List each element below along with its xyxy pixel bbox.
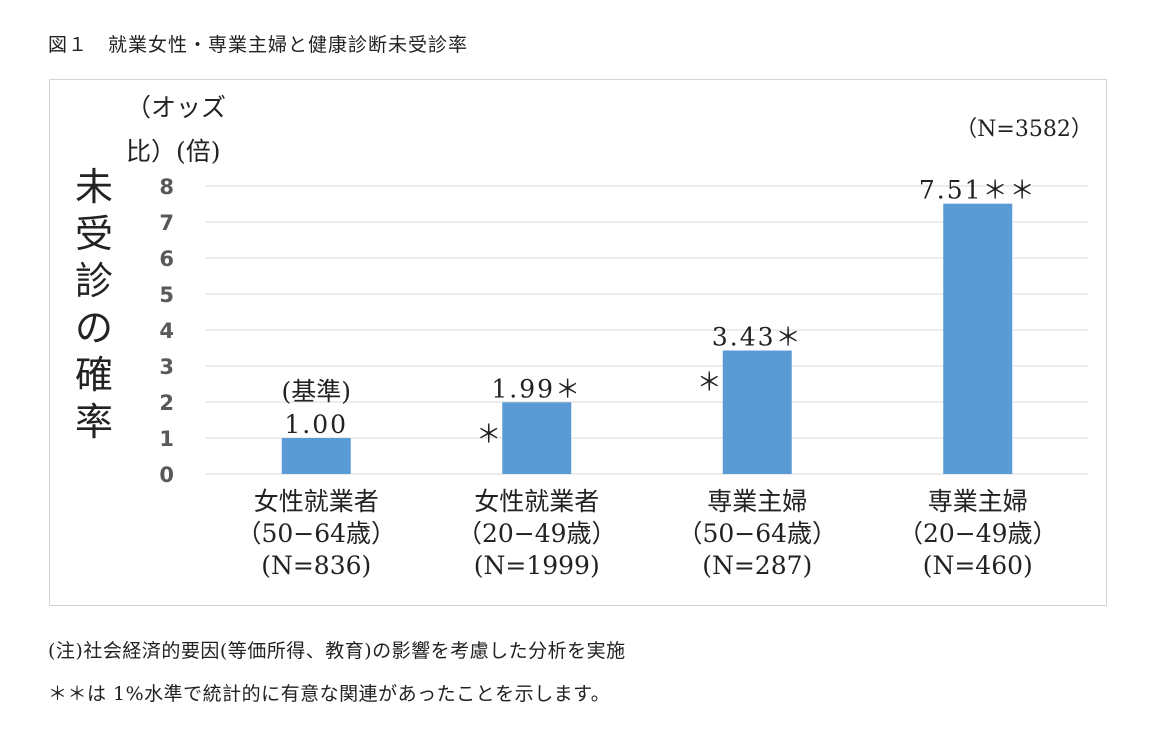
significance-annotation: ＊ (697, 368, 722, 397)
x-category-label: (N=287) (702, 551, 812, 580)
y-tick-label: 8 (159, 175, 174, 199)
data-label: 3.43＊ (712, 323, 803, 352)
bar (943, 203, 1013, 474)
y-tick-label: 5 (159, 283, 174, 307)
sample-size-label: （N=3582） (955, 117, 1093, 142)
data-label: 1.00 (284, 410, 348, 439)
bar (281, 438, 351, 474)
x-category-label: （50−64歳） (236, 519, 396, 548)
y-tick-label: 7 (159, 211, 174, 235)
y-tick-label: 3 (159, 355, 174, 379)
unit-label-line2: 比）(倍) (126, 137, 221, 166)
x-category-label: 女性就業者 (254, 487, 379, 516)
footnote-method: (注)社会経済的要因(等価所得、教育)の影響を考慮した分析を実施 (48, 640, 626, 662)
footnote-significance: ＊＊は 1%水準で統計的に有意な関連があったことを示します。 (48, 683, 611, 705)
y-tick-label: 0 (159, 463, 174, 487)
x-category-label: （20−49歳） (898, 519, 1058, 548)
y-tick-label: 6 (159, 247, 174, 271)
x-category-label: (N=460) (923, 551, 1033, 580)
y-axis-title-char: 診 (75, 259, 113, 303)
x-category-label: 女性就業者 (474, 487, 599, 516)
y-axis-title-char: 確 (75, 353, 113, 397)
baseline-annotation: (基準) (281, 377, 351, 406)
unit-label-line1: （オッズ (126, 93, 226, 122)
y-tick-label: 2 (159, 391, 174, 415)
x-category-label: （50−64歳） (677, 519, 837, 548)
y-axis-title-char: 率 (75, 400, 113, 444)
y-tick-label: 1 (159, 427, 174, 451)
x-category-label: 専業主婦 (928, 487, 1028, 516)
chart-area: 0 1 2 3 4 5 6 7 8 未受診の確率 （オッズ比）(倍) （N=3582） 1.00 (基準)… (49, 79, 1107, 606)
x-category-label: （20−49歳） (457, 519, 617, 548)
y-axis-title-char: 受 (75, 212, 113, 256)
data-label: 1.99＊ (491, 374, 582, 403)
bar (722, 350, 792, 474)
x-category-label: (N=1999) (474, 551, 600, 580)
y-tick-label: 4 (159, 319, 174, 343)
x-category-label: 専業主婦 (707, 487, 807, 516)
bar (502, 402, 572, 474)
x-category-label: (N=836) (261, 551, 371, 580)
figure-title: 図１ 就業女性・専業主婦と健康診断未受診率 (48, 34, 469, 56)
y-axis-title-char: 未 (75, 165, 113, 209)
data-label: 7.51＊＊ (919, 176, 1037, 205)
y-axis-title-char: の (75, 306, 113, 350)
significance-annotation: ＊ (476, 419, 501, 448)
